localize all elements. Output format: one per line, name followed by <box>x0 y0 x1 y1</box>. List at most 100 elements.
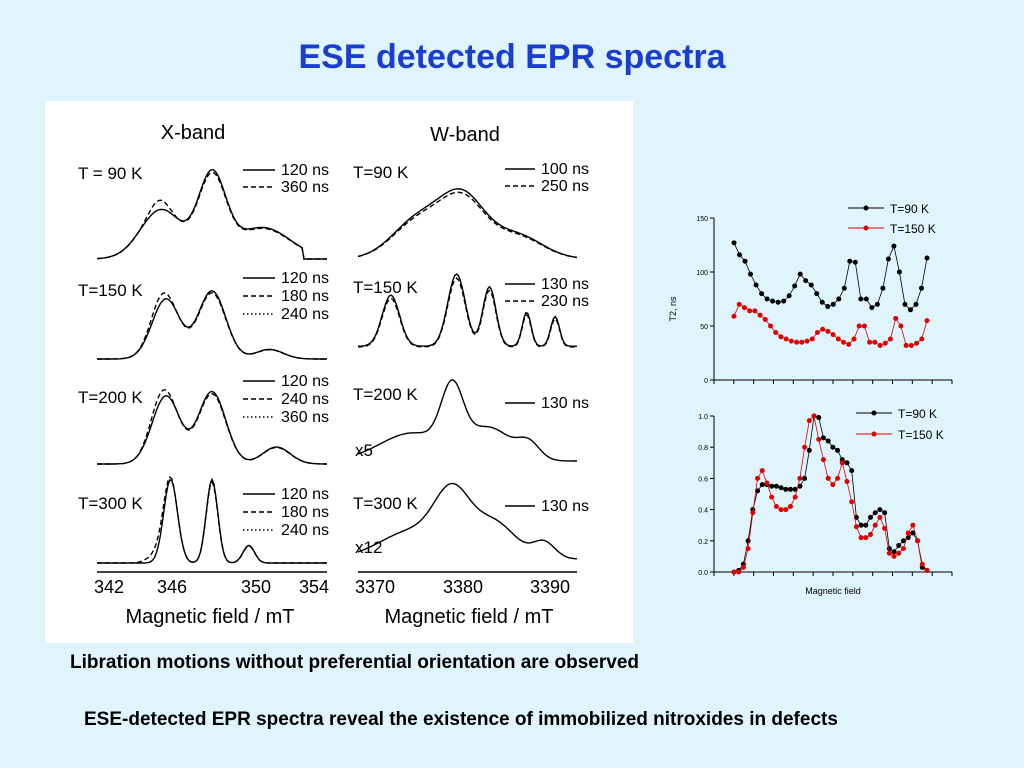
data-point <box>794 339 800 345</box>
legend-label: 360 ns <box>281 409 329 426</box>
legend-label: 130 ns <box>541 276 589 293</box>
wband-panel-label-3: T=200 K <box>353 385 418 404</box>
t2-axes: 0 50 100 150 <box>696 216 953 385</box>
data-point <box>872 522 878 528</box>
y-tick-label: 0.2 <box>698 539 708 546</box>
legend-marker <box>863 225 869 231</box>
xband-spectrum <box>97 475 327 564</box>
t2-ylabel: T2, ns <box>668 296 678 322</box>
data-point <box>792 283 798 289</box>
data-point <box>900 538 906 544</box>
t2-chart: 0 50 100 150 T2, ns T=90 K T=150 K <box>668 202 953 385</box>
data-point <box>835 475 841 481</box>
data-point <box>825 438 831 444</box>
data-point <box>918 285 924 291</box>
data-point <box>874 301 880 307</box>
wband-tick: 3390 <box>530 577 570 597</box>
data-point <box>820 326 826 332</box>
data-point <box>844 460 850 466</box>
data-point <box>783 486 789 492</box>
data-point <box>778 334 784 340</box>
data-point <box>814 291 820 297</box>
data-point <box>885 256 891 262</box>
legend-label: 230 ns <box>541 293 589 310</box>
y-tick-label: 100 <box>696 270 708 277</box>
xband-xlabel: Magnetic field / mT <box>126 606 295 628</box>
data-point <box>839 460 845 466</box>
data-point <box>786 293 792 299</box>
xband-legend-1: 120 ns 360 ns <box>243 162 329 196</box>
xband-legend-4: 120 ns 180 ns 240 ns <box>243 486 329 539</box>
data-point <box>902 301 908 307</box>
normalized-legend: T=90 K T=150 K <box>856 407 944 442</box>
normalized-chart: 0.0 0.2 0.4 0.6 0.8 1.0 Magnetic field T=90 K… <box>698 407 953 596</box>
data-point <box>759 468 765 474</box>
data-point <box>877 342 883 348</box>
legend-label: 180 ns <box>281 504 329 521</box>
legend-marker <box>871 431 877 437</box>
data-point <box>803 278 809 284</box>
legend-label: 130 ns <box>541 498 589 515</box>
data-point <box>773 483 779 489</box>
wband-legend-4: 130 ns <box>505 498 589 515</box>
legend-label: 240 ns <box>281 391 329 408</box>
data-point <box>797 271 803 277</box>
data-point <box>841 285 847 291</box>
xband-spectrum <box>96 171 327 260</box>
data-point <box>778 485 784 491</box>
wband-spectrum <box>357 482 578 560</box>
data-point <box>816 415 822 421</box>
data-point <box>891 243 897 249</box>
data-point <box>896 550 902 556</box>
wband-title: W-band <box>430 124 500 146</box>
data-point <box>858 535 864 541</box>
data-point <box>748 271 754 277</box>
data-point <box>863 296 869 302</box>
legend-label: 120 ns <box>281 373 329 390</box>
data-point <box>914 340 920 346</box>
data-point <box>869 305 875 311</box>
data-point <box>905 530 911 536</box>
data-point <box>802 475 808 481</box>
data-point <box>830 332 836 338</box>
data-point <box>806 447 812 453</box>
data-point <box>736 301 742 307</box>
data-point <box>913 301 919 307</box>
legend-label: T=90 K <box>898 407 937 421</box>
wband-legend-3: 130 ns <box>505 395 589 412</box>
data-point <box>745 538 751 544</box>
data-point <box>797 475 803 481</box>
data-point <box>851 336 857 342</box>
data-point <box>853 524 859 530</box>
data-point <box>825 328 831 334</box>
data-point <box>924 567 930 573</box>
xband-spectrum <box>97 477 327 564</box>
xband-spectrum <box>97 290 327 360</box>
data-point <box>806 418 812 424</box>
wband-legend-1: 100 ns 250 ns <box>505 161 589 195</box>
data-point <box>893 315 899 321</box>
normalized-axes: 0.0 0.2 0.4 0.6 0.8 1.0 <box>698 414 953 577</box>
data-point <box>841 339 847 345</box>
xband-tick: 346 <box>157 577 187 597</box>
data-point <box>908 342 914 348</box>
data-point <box>830 482 836 488</box>
data-point <box>787 486 793 492</box>
xband-tick: 350 <box>241 577 271 597</box>
legend-label: 250 ns <box>541 178 589 195</box>
y-tick-label: 150 <box>696 216 708 223</box>
data-point <box>872 339 878 345</box>
data-point <box>849 499 855 505</box>
legend-marker <box>871 410 877 416</box>
data-point <box>769 494 775 500</box>
legend-label: 360 ns <box>281 179 329 196</box>
data-point <box>836 296 842 302</box>
xband-legend-3: 120 ns 240 ns 360 ns <box>243 373 329 426</box>
data-point <box>770 298 776 304</box>
data-point <box>877 514 883 520</box>
data-point <box>847 258 853 264</box>
data-point <box>891 549 897 555</box>
xband-title: X-band <box>161 122 226 144</box>
data-point <box>745 546 751 552</box>
legend-label: 120 ns <box>281 162 329 179</box>
